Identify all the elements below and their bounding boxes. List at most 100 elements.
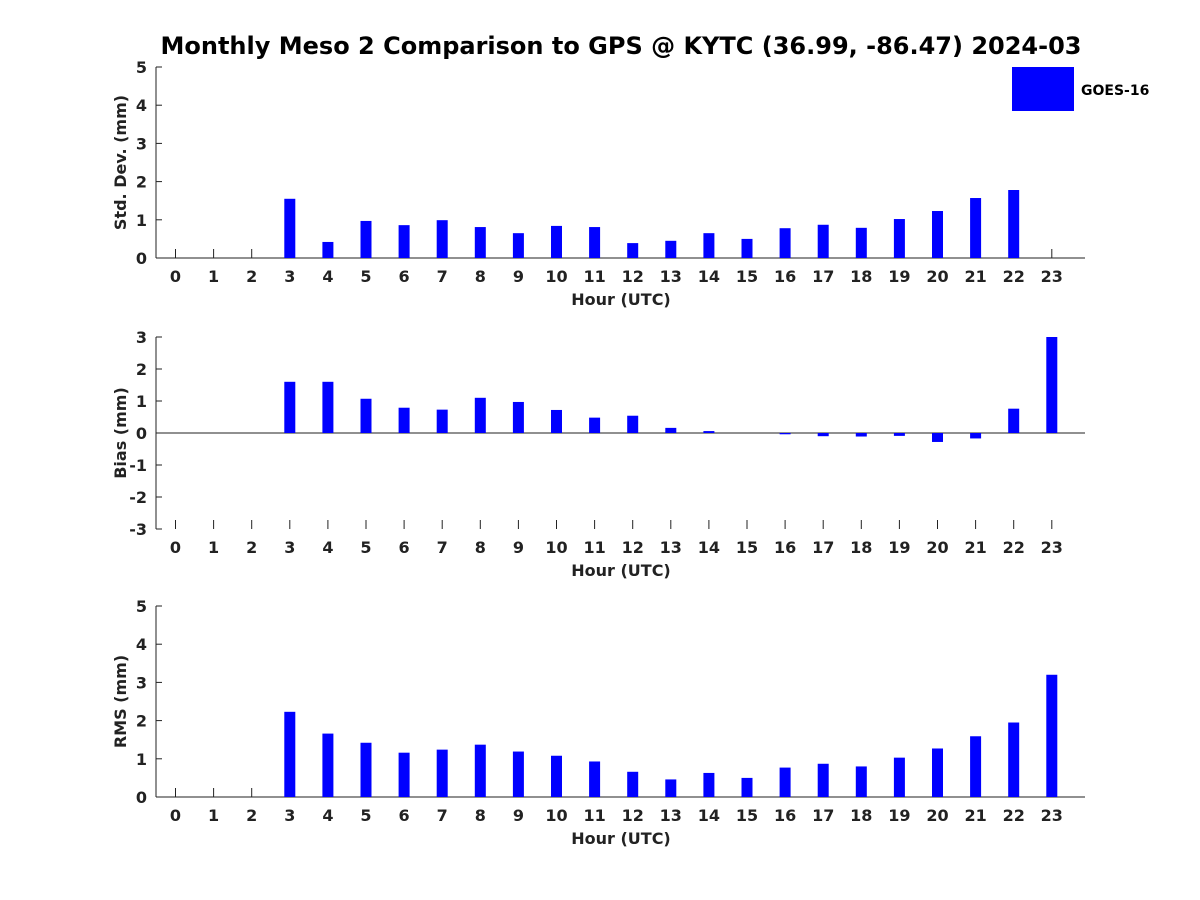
bar [703,431,715,433]
bar [779,767,791,797]
x-tick-label: 9 [513,267,524,286]
x-axis-label: Hour (UTC) [571,829,671,848]
bar [932,433,943,442]
x-tick-label: 10 [545,806,567,825]
x-tick-label: 2 [246,806,257,825]
x-tick-label: 0 [170,538,181,557]
x-tick-label: 8 [475,267,486,286]
bar [855,227,867,258]
bar [932,211,943,258]
x-tick-label: 21 [964,267,986,286]
x-tick-label: 15 [736,806,758,825]
x-tick-label: 4 [322,267,333,286]
x-tick-label: 18 [850,806,872,825]
bar [512,751,524,797]
y-tick-label: -2 [129,488,147,507]
x-tick-label: 12 [622,267,644,286]
y-tick-label: 3 [136,328,147,347]
y-tick-label: -3 [129,520,147,539]
bar [551,755,562,797]
bar [360,398,372,433]
x-tick-label: 5 [360,806,371,825]
bar [551,409,562,433]
bar [1046,337,1058,433]
bar [703,233,715,258]
x-tick-label: 7 [437,538,448,557]
x-tick-label: 5 [360,538,371,557]
bar [436,220,448,258]
bar [360,742,372,797]
x-tick-label: 12 [622,806,644,825]
x-tick-label: 18 [850,267,872,286]
bar [817,224,829,258]
bar [551,225,562,258]
y-tick-label: 0 [136,249,147,268]
bar [817,433,829,437]
x-tick-label: 13 [660,806,682,825]
x-tick-label: 6 [399,267,410,286]
x-tick-label: 14 [698,806,720,825]
x-tick-label: 3 [284,538,295,557]
bar [322,381,334,433]
x-tick-label: 16 [774,538,796,557]
x-tick-label: 0 [170,267,181,286]
x-tick-label: 11 [583,806,605,825]
y-tick-label: 1 [136,750,147,769]
bar [893,219,905,258]
bar [893,433,905,436]
x-tick-label: 16 [774,267,796,286]
bar [1008,190,1020,258]
y-tick-label: 1 [136,392,147,411]
x-axis-label: Hour (UTC) [571,561,671,580]
bar [741,238,753,258]
x-tick-label: 17 [812,806,834,825]
bar [284,198,296,258]
x-tick-label: 14 [698,538,720,557]
bar [855,433,867,437]
bar [817,763,829,797]
x-tick-label: 15 [736,267,758,286]
x-tick-label: 18 [850,538,872,557]
x-tick-label: 9 [513,538,524,557]
x-tick-label: 23 [1041,538,1063,557]
x-tick-label: 3 [284,806,295,825]
x-tick-label: 4 [322,538,333,557]
x-tick-label: 23 [1041,806,1063,825]
bar [1008,408,1020,433]
x-tick-label: 16 [774,806,796,825]
bar [665,427,677,433]
y-axis-label: RMS (mm) [111,655,130,748]
x-tick-label: 1 [208,806,219,825]
x-tick-label: 20 [926,806,948,825]
x-tick-label: 6 [399,538,410,557]
x-tick-label: 22 [1003,538,1025,557]
x-tick-label: 19 [888,806,910,825]
x-tick-label: 21 [964,806,986,825]
bar [398,225,410,258]
bar [970,198,982,258]
bar [627,415,639,433]
y-tick-label: 3 [136,134,147,153]
bar [1046,674,1058,797]
chart-title: Monthly Meso 2 Comparison to GPS @ KYTC … [161,32,1082,60]
x-tick-label: 20 [926,538,948,557]
x-tick-label: 7 [437,806,448,825]
bar [512,233,524,258]
bar [398,407,410,433]
x-tick-label: 14 [698,267,720,286]
x-tick-label: 2 [246,538,257,557]
bar [436,409,448,433]
legend-swatch [1012,67,1074,111]
legend-label: GOES-16 [1081,83,1149,99]
x-tick-label: 10 [545,267,567,286]
bar [436,749,448,797]
y-tick-label: 1 [136,211,147,230]
x-tick-label: 3 [284,267,295,286]
x-tick-label: 1 [208,267,219,286]
bar [512,401,524,433]
x-tick-label: 22 [1003,267,1025,286]
y-tick-label: 4 [136,96,147,115]
